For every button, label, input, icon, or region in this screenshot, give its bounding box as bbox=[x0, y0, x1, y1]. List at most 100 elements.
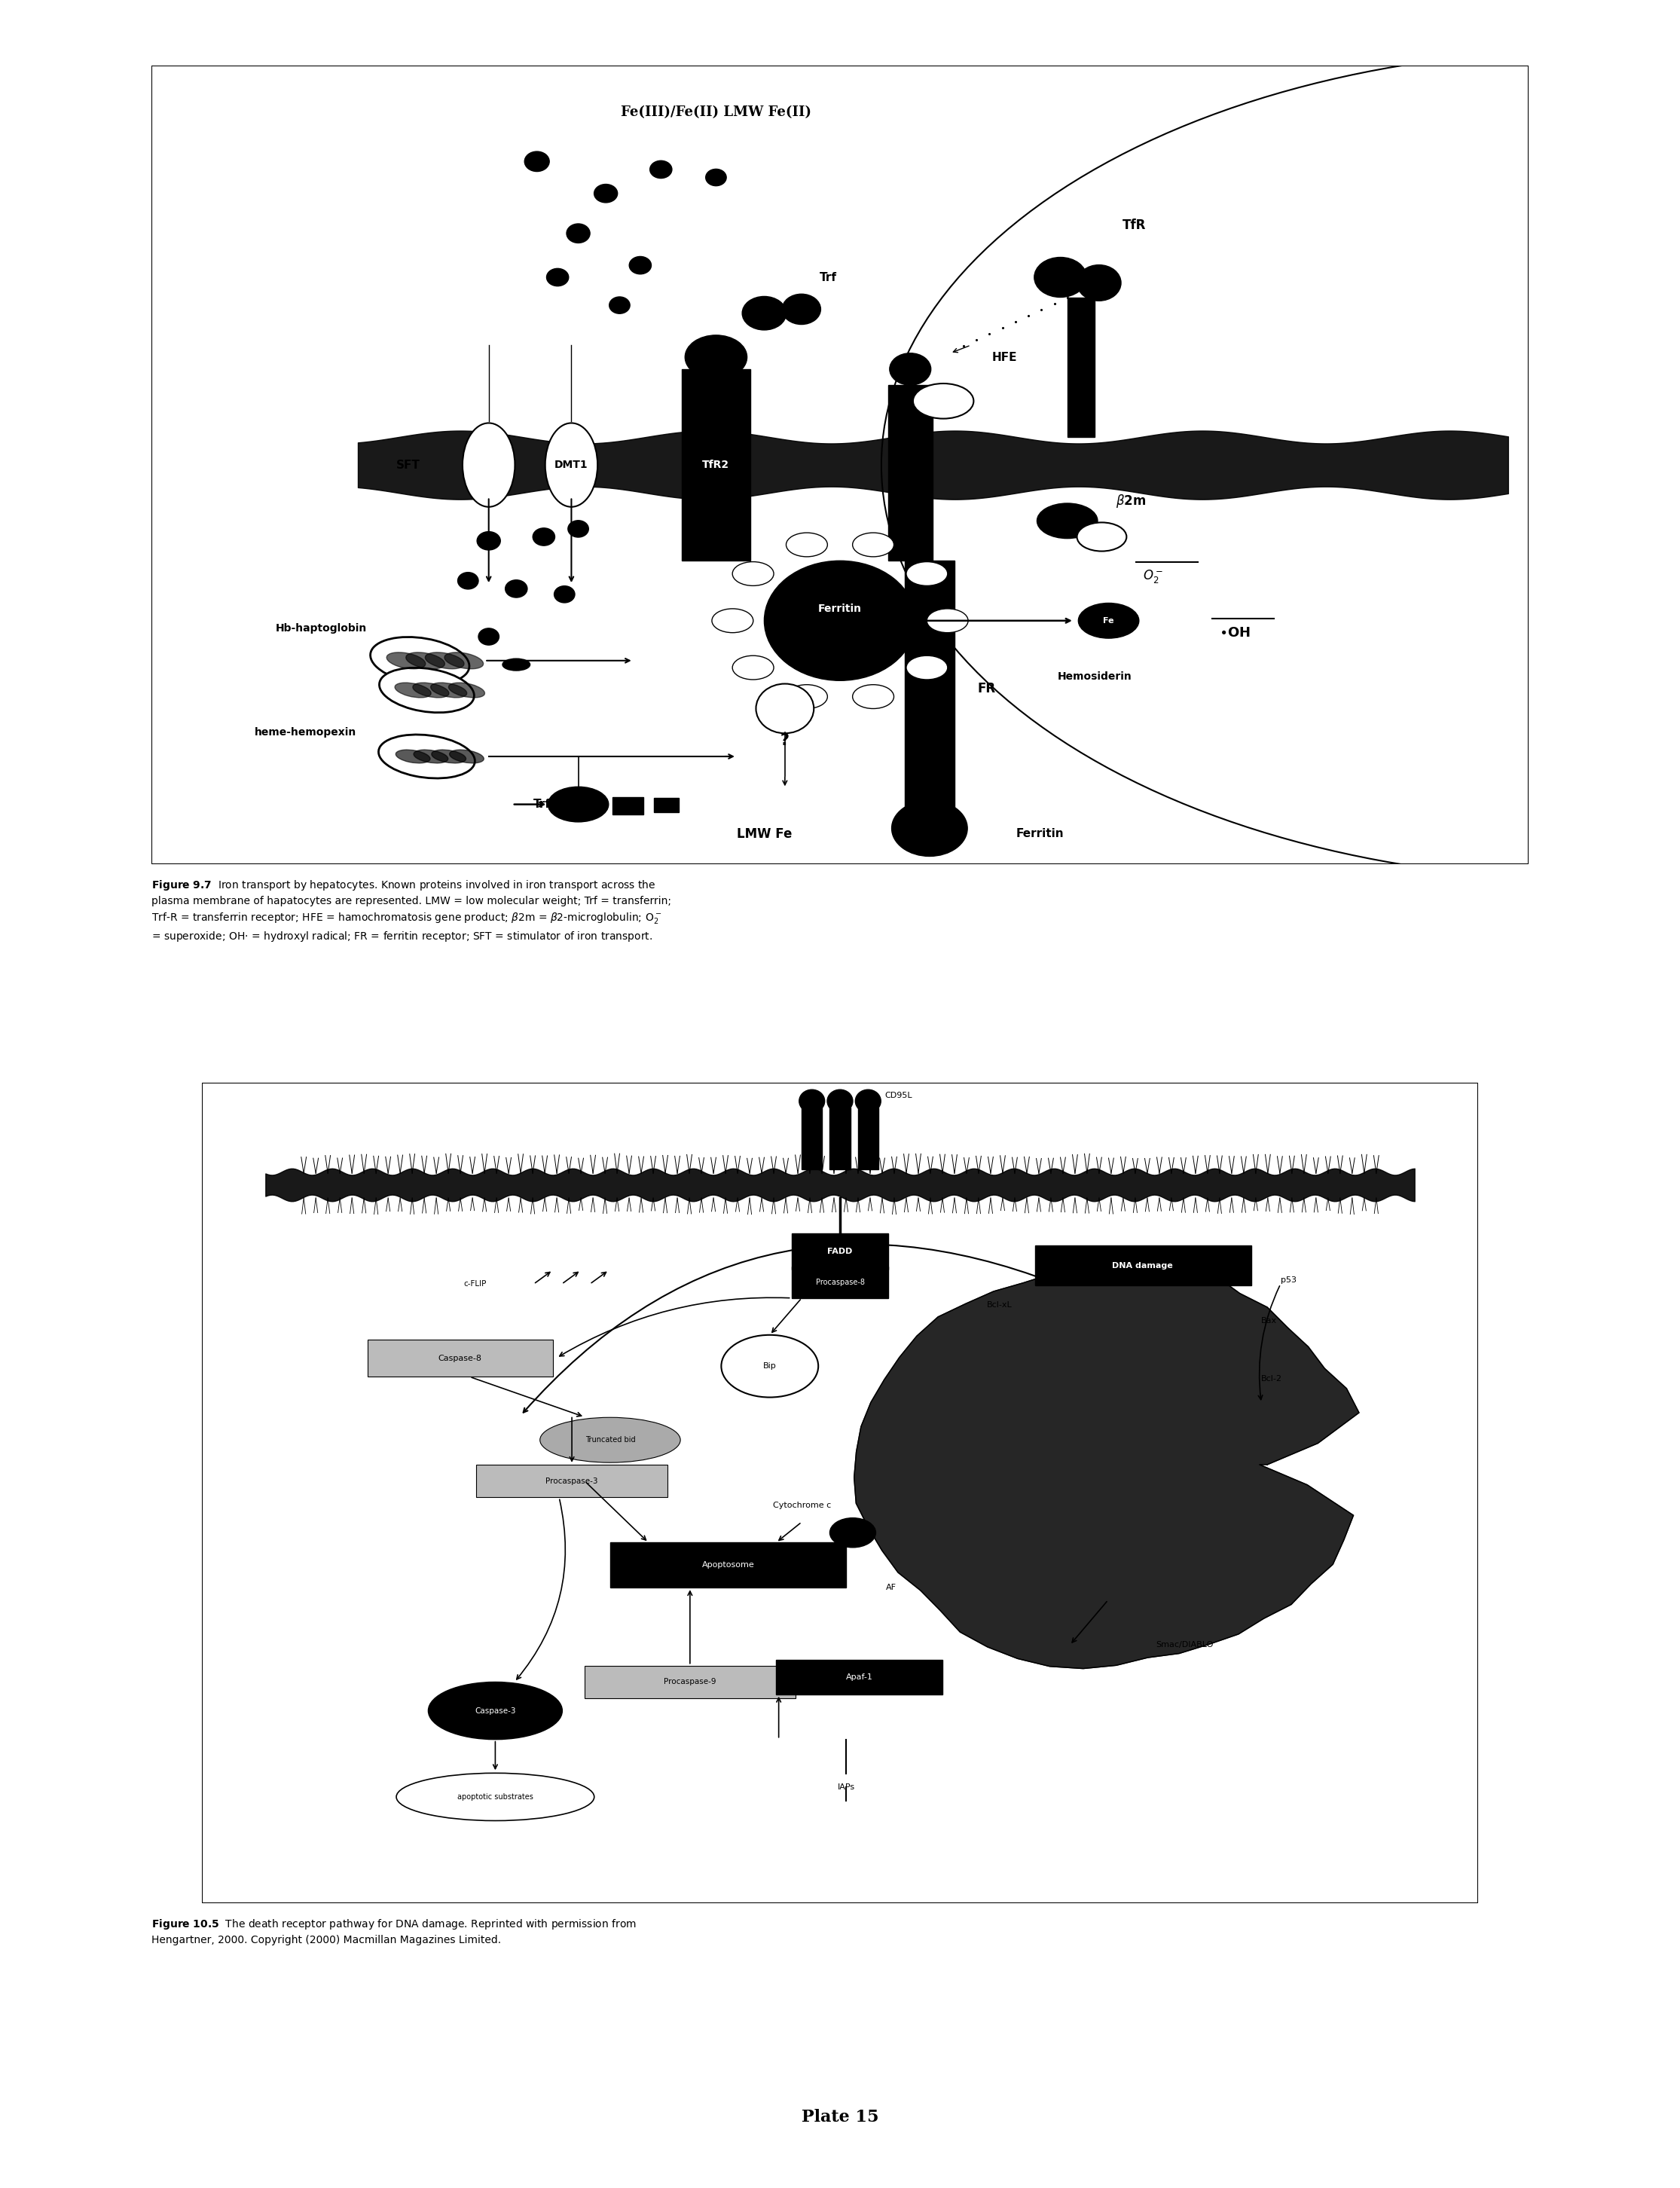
Ellipse shape bbox=[370, 637, 469, 685]
Ellipse shape bbox=[502, 659, 531, 670]
Ellipse shape bbox=[533, 527, 554, 545]
Text: Truncated bid: Truncated bid bbox=[585, 1435, 635, 1444]
Circle shape bbox=[1079, 604, 1139, 639]
Ellipse shape bbox=[1035, 258, 1087, 298]
Bar bbox=[475, 1464, 667, 1497]
Ellipse shape bbox=[430, 683, 467, 698]
Text: Ferritin: Ferritin bbox=[818, 604, 862, 615]
Text: Trf: Trf bbox=[820, 271, 837, 282]
Ellipse shape bbox=[568, 521, 588, 538]
Ellipse shape bbox=[479, 628, 499, 645]
Text: Trf: Trf bbox=[533, 799, 551, 810]
Ellipse shape bbox=[386, 652, 425, 670]
Bar bbox=[1067, 298, 1095, 438]
Text: IAPs: IAPs bbox=[838, 1783, 855, 1790]
Bar bbox=[791, 1234, 889, 1269]
Ellipse shape bbox=[396, 750, 430, 764]
Circle shape bbox=[1077, 523, 1127, 551]
Polygon shape bbox=[853, 1262, 1359, 1669]
Ellipse shape bbox=[756, 685, 813, 733]
Circle shape bbox=[732, 562, 774, 586]
Ellipse shape bbox=[554, 586, 575, 602]
Ellipse shape bbox=[566, 223, 590, 243]
Text: FADD: FADD bbox=[828, 1247, 852, 1256]
Text: c-FLIP: c-FLIP bbox=[464, 1280, 486, 1289]
Ellipse shape bbox=[413, 750, 449, 764]
Circle shape bbox=[721, 1335, 818, 1398]
Ellipse shape bbox=[610, 298, 630, 313]
Bar bbox=[610, 1543, 847, 1588]
Circle shape bbox=[927, 608, 968, 632]
Text: Bip: Bip bbox=[763, 1363, 776, 1370]
Text: CD95L: CD95L bbox=[885, 1092, 912, 1098]
Ellipse shape bbox=[425, 652, 464, 670]
Text: FR: FR bbox=[978, 683, 996, 696]
Text: Smac/DIABLO: Smac/DIABLO bbox=[1156, 1641, 1213, 1650]
Text: AF: AF bbox=[885, 1584, 897, 1591]
Circle shape bbox=[830, 1518, 875, 1547]
Bar bbox=[791, 1267, 889, 1297]
Text: Procaspase-8: Procaspase-8 bbox=[815, 1278, 865, 1287]
Text: DMT1: DMT1 bbox=[554, 459, 588, 470]
Text: Apaf-1: Apaf-1 bbox=[845, 1674, 872, 1680]
Text: $O_2^-$: $O_2^-$ bbox=[1142, 569, 1164, 584]
Circle shape bbox=[852, 532, 894, 556]
Text: Bcl-xL: Bcl-xL bbox=[986, 1302, 1013, 1308]
Text: Procaspase-9: Procaspase-9 bbox=[664, 1678, 716, 1685]
Text: $\mathbf{Figure\ 9.7}$  Iron transport by hepatocytes. Known proteins involved i: $\mathbf{Figure\ 9.7}$ Iron transport by… bbox=[151, 880, 670, 943]
Text: DNA damage: DNA damage bbox=[1112, 1262, 1173, 1269]
Text: ?: ? bbox=[781, 733, 790, 748]
Ellipse shape bbox=[380, 667, 474, 713]
Text: Bcl-2: Bcl-2 bbox=[1262, 1374, 1282, 1383]
Ellipse shape bbox=[800, 1090, 825, 1114]
Text: $\beta$2m: $\beta$2m bbox=[1116, 492, 1146, 510]
Text: Plate 15: Plate 15 bbox=[801, 2109, 879, 2125]
Text: LMW Fe: LMW Fe bbox=[736, 827, 791, 840]
Text: Hb-haptoglobin: Hb-haptoglobin bbox=[276, 624, 366, 635]
Ellipse shape bbox=[450, 750, 484, 764]
FancyBboxPatch shape bbox=[1035, 1245, 1252, 1287]
Text: HFE: HFE bbox=[991, 352, 1016, 363]
Ellipse shape bbox=[378, 735, 475, 779]
Text: $\bullet$OH: $\bullet$OH bbox=[1220, 626, 1250, 639]
Text: TfR2: TfR2 bbox=[702, 459, 729, 470]
Bar bbox=[682, 370, 751, 560]
Ellipse shape bbox=[457, 573, 479, 589]
Ellipse shape bbox=[1077, 265, 1121, 300]
Ellipse shape bbox=[650, 160, 672, 177]
Text: Cytochrome c: Cytochrome c bbox=[773, 1501, 832, 1510]
Ellipse shape bbox=[892, 801, 968, 856]
Circle shape bbox=[786, 685, 828, 709]
Ellipse shape bbox=[428, 1683, 563, 1739]
Text: p53: p53 bbox=[1280, 1276, 1297, 1284]
Circle shape bbox=[548, 788, 608, 823]
Text: Fe: Fe bbox=[1104, 617, 1114, 624]
Bar bbox=[776, 1661, 942, 1694]
Ellipse shape bbox=[783, 293, 822, 324]
Text: TfR: TfR bbox=[1122, 219, 1146, 232]
Circle shape bbox=[906, 562, 948, 586]
Ellipse shape bbox=[395, 683, 432, 698]
Ellipse shape bbox=[706, 168, 726, 186]
Ellipse shape bbox=[449, 683, 486, 698]
Ellipse shape bbox=[546, 269, 568, 287]
Ellipse shape bbox=[432, 750, 465, 764]
Ellipse shape bbox=[506, 580, 528, 597]
Circle shape bbox=[712, 608, 753, 632]
Ellipse shape bbox=[462, 422, 514, 508]
Ellipse shape bbox=[743, 295, 786, 330]
Ellipse shape bbox=[855, 1090, 880, 1114]
Text: heme-hemopexin: heme-hemopexin bbox=[255, 726, 356, 737]
Bar bbox=[585, 1665, 795, 1698]
Circle shape bbox=[1037, 503, 1097, 538]
Text: Fe(III)/Fe(II) LMW Fe(II): Fe(III)/Fe(II) LMW Fe(II) bbox=[620, 105, 811, 118]
Ellipse shape bbox=[539, 1418, 680, 1462]
Ellipse shape bbox=[764, 560, 916, 680]
Bar bbox=[858, 1107, 879, 1168]
Ellipse shape bbox=[685, 335, 748, 379]
Circle shape bbox=[786, 532, 828, 556]
Text: Ferritin: Ferritin bbox=[1016, 829, 1063, 840]
Text: Caspase-8: Caspase-8 bbox=[438, 1354, 482, 1363]
Bar bbox=[906, 560, 954, 820]
Text: Apoptosome: Apoptosome bbox=[702, 1562, 754, 1569]
